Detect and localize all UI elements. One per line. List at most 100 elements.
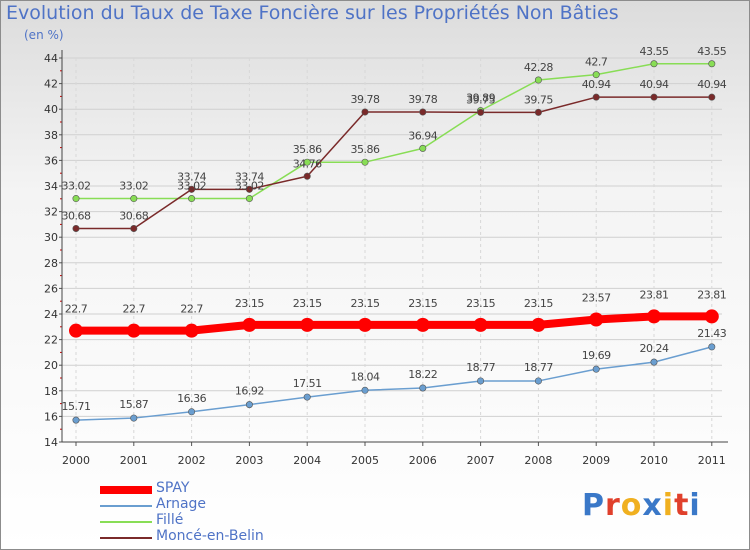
unit-label: (en %) [24, 28, 64, 42]
x-tick-label: 2002 [178, 454, 206, 467]
data-point-spay [69, 323, 83, 338]
data-point-monce-en-belin [245, 185, 253, 193]
data-point-monce-en-belin [650, 93, 658, 101]
data-label-arnage: 16.92 [235, 385, 264, 398]
x-tick-label: 2006 [409, 454, 437, 467]
y-tick-label: 26 [44, 282, 58, 295]
data-label-fille: 43.55 [640, 45, 669, 58]
data-label-spay: 23.15 [351, 297, 380, 310]
data-point-fille [534, 76, 542, 84]
y-tick-label: 36 [44, 154, 58, 167]
legend-swatch [100, 537, 152, 539]
data-point-arnage [361, 386, 369, 394]
data-point-monce-en-belin [130, 224, 138, 232]
data-point-fille [130, 195, 138, 203]
series-line-spay [72, 312, 716, 335]
legend-swatch [100, 505, 152, 507]
data-point-monce-en-belin [188, 185, 196, 193]
data-label-fille: 36.94 [408, 129, 437, 142]
data-label-fille: 33.02 [235, 180, 264, 193]
data-label-monce-en-belin: 40.94 [697, 78, 726, 91]
data-point-spay [415, 317, 430, 332]
x-tick-label: 2005 [351, 454, 379, 467]
legend-item-fille: Fillé [100, 512, 330, 530]
y-tick-label: 44 [44, 52, 58, 65]
legend-label: Arnage [156, 496, 207, 512]
data-label-monce-en-belin: 30.68 [62, 209, 91, 222]
data-point-arnage [72, 416, 80, 424]
chart-title: Evolution du Taux de Taxe Foncière sur l… [6, 2, 619, 24]
y-tick-label: 30 [44, 231, 58, 244]
data-label-arnage: 21.43 [697, 327, 726, 340]
logo-letter: r [605, 488, 621, 523]
x-tick-label: 2009 [582, 454, 610, 467]
data-point-arnage [477, 377, 485, 385]
data-point-arnage [592, 365, 600, 373]
data-label-spay: 23.57 [582, 292, 611, 305]
data-label-spay: 22.7 [180, 303, 203, 316]
data-point-monce-en-belin [361, 108, 369, 116]
legend-label: Fillé [156, 512, 184, 528]
data-label-arnage: 18.77 [466, 361, 495, 374]
data-point-arnage [245, 401, 253, 409]
data-point-spay [589, 312, 604, 327]
data-label-monce-en-belin: 40.94 [640, 78, 669, 91]
data-label-spay: 23.81 [640, 288, 669, 301]
data-point-spay [531, 317, 546, 332]
data-point-fille [592, 71, 600, 79]
legend-item-monce-en-belin: Moncé-en-Belin [100, 528, 330, 546]
data-point-fille [303, 158, 311, 166]
data-point-arnage [188, 408, 196, 416]
data-label-spay: 23.15 [408, 297, 437, 310]
data-label-fille: 39.89 [466, 92, 495, 105]
y-tick-label: 20 [44, 359, 58, 372]
data-label-arnage: 19.69 [582, 349, 611, 362]
data-point-fille [245, 195, 253, 203]
data-point-spay [358, 317, 372, 332]
logo-letter: P [582, 488, 605, 523]
data-label-monce-en-belin: 33.74 [177, 170, 206, 183]
x-tick-label: 2007 [467, 454, 495, 467]
data-point-arnage [708, 343, 716, 351]
data-label-arnage: 15.71 [62, 400, 91, 413]
data-point-fille [419, 144, 427, 152]
data-label-spay: 23.15 [466, 297, 495, 310]
legend-item-spay: SPAY [100, 480, 330, 498]
grid-lines [62, 57, 722, 443]
data-point-monce-en-belin [708, 93, 716, 101]
data-point-spay [184, 323, 199, 338]
data-label-arnage: 18.77 [524, 361, 553, 374]
data-point-fille [650, 60, 658, 68]
series-line-fille [75, 63, 713, 200]
legend-item-arnage: Arnage [100, 496, 330, 514]
data-point-monce-en-belin [419, 108, 427, 116]
data-label-fille: 33.02 [119, 180, 148, 193]
data-label-monce-en-belin: 30.68 [119, 209, 148, 222]
data-label-fille: 42.28 [524, 61, 553, 74]
legend-label: SPAY [156, 480, 190, 496]
data-point-spay [647, 309, 661, 324]
data-point-arnage [419, 384, 427, 392]
series-line-monce-en-belin [75, 96, 713, 230]
y-tick-label: 24 [44, 308, 58, 321]
data-label-fille: 35.86 [351, 143, 380, 156]
data-point-arnage [650, 358, 658, 366]
data-point-spay [300, 317, 315, 332]
data-label-spay: 23.15 [524, 297, 553, 310]
data-label-fille: 35.86 [293, 143, 322, 156]
data-label-arnage: 17.51 [293, 377, 322, 390]
data-point-arnage [534, 377, 542, 385]
data-point-monce-en-belin [303, 172, 311, 180]
y-tick-label: 22 [44, 334, 58, 347]
data-label-spay: 23.81 [697, 288, 726, 301]
data-label-spay: 22.7 [65, 303, 88, 316]
data-point-monce-en-belin [477, 108, 485, 116]
data-label-monce-en-belin: 39.78 [351, 93, 380, 106]
data-label-fille: 33.02 [177, 180, 206, 193]
data-point-fille [188, 195, 196, 203]
data-label-monce-en-belin: 39.75 [466, 93, 495, 106]
data-point-spay [704, 309, 719, 324]
legend-swatch [100, 521, 152, 523]
